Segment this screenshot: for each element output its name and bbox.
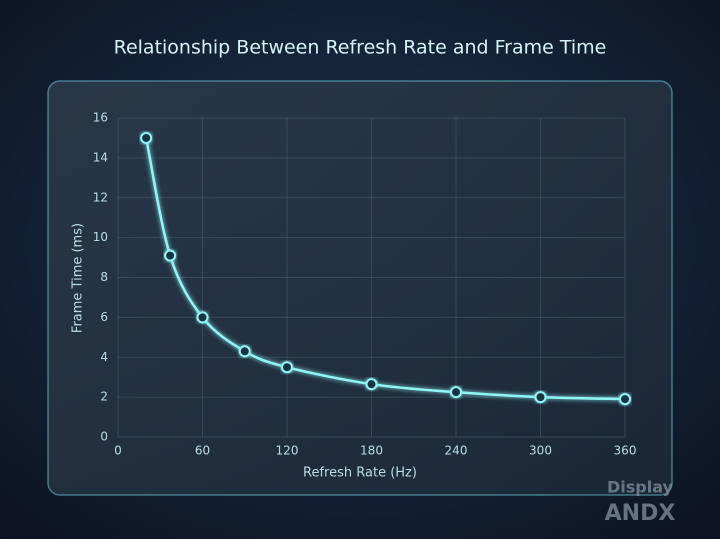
x-axis-label: Refresh Rate (Hz) (303, 466, 417, 481)
line (144, 137, 626, 401)
x-tick-label: 0 (114, 444, 122, 458)
y-tick-label: 4 (100, 350, 108, 364)
x-tick-label: 180 (360, 444, 383, 458)
x-tick-label: 240 (445, 444, 468, 458)
y-tick-label: 10 (93, 230, 108, 244)
x-tick-label: 120 (276, 444, 299, 458)
y-tick-label: 12 (93, 190, 108, 204)
point (140, 131, 153, 144)
y-axis-label: Frame Time (ms) (71, 223, 86, 333)
y-tick-label: 14 (93, 150, 108, 164)
point (450, 386, 462, 399)
point (281, 361, 293, 374)
y-tick-label: 8 (100, 270, 108, 284)
panel (47, 80, 673, 496)
y-tick-label: 0 (100, 430, 108, 444)
point (196, 311, 209, 324)
x-tick-label: 360 (614, 444, 637, 458)
y-tick-label: 6 (100, 310, 108, 324)
point (238, 345, 251, 358)
point (365, 378, 378, 391)
point (164, 249, 177, 262)
watermark: Display (607, 478, 674, 497)
y-tick-label: 2 (100, 390, 108, 404)
x-tick-label: 300 (529, 444, 552, 458)
chart-title: Relationship Between Refresh Rate and Fr… (114, 37, 607, 59)
y-tick-label: 16 (93, 111, 108, 125)
point (619, 393, 631, 406)
watermark: ANDX (605, 501, 676, 526)
x-tick-label: 60 (195, 444, 210, 458)
point (534, 391, 547, 404)
